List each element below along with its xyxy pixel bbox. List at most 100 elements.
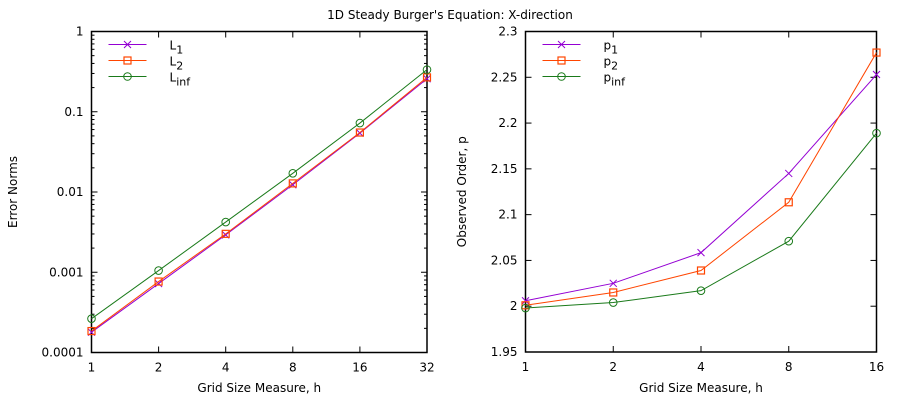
y-tick-label: 2 bbox=[510, 299, 518, 313]
legend-label: p1 bbox=[604, 39, 619, 57]
legend-label-base: L bbox=[170, 71, 177, 85]
x-marker bbox=[697, 248, 705, 257]
y-tick-label: 0.1 bbox=[64, 105, 83, 119]
legend-label-sub: 1 bbox=[176, 44, 183, 57]
figure-title: 1D Steady Burger's Equation: X-direction bbox=[327, 8, 573, 22]
y-axis-label: Error Norms bbox=[6, 156, 20, 228]
x-axis-label: Grid Size Measure, h bbox=[639, 381, 763, 395]
legend-label: L2 bbox=[170, 55, 184, 73]
series-pinf bbox=[521, 128, 881, 313]
x-marker bbox=[609, 279, 618, 288]
square-marker bbox=[123, 56, 132, 65]
legend-label-sub: inf bbox=[611, 76, 626, 89]
y-tick-label: 2.15 bbox=[491, 162, 518, 176]
series-L1 bbox=[87, 74, 431, 337]
y-tick-label: 0.01 bbox=[57, 185, 84, 199]
legend-label: L1 bbox=[170, 39, 184, 57]
square-marker bbox=[872, 48, 881, 57]
series-p1 bbox=[521, 70, 881, 305]
x-tick-label: 16 bbox=[352, 361, 367, 375]
circle-marker bbox=[784, 236, 794, 246]
x-axis-label: Grid Size Measure, h bbox=[197, 381, 321, 395]
x-tick-label: 2 bbox=[609, 360, 617, 374]
circle-marker bbox=[87, 314, 96, 323]
series-Linf bbox=[87, 65, 432, 323]
x-marker bbox=[521, 296, 530, 305]
series-line bbox=[525, 132, 877, 309]
legend-label-base: L bbox=[170, 55, 177, 69]
series-line bbox=[525, 52, 877, 306]
plot-frame bbox=[524, 30, 878, 353]
circle-marker bbox=[422, 65, 432, 74]
circle-marker bbox=[123, 72, 132, 81]
y-tick-label: 0.0001 bbox=[42, 346, 84, 360]
legend-label-base: L bbox=[170, 39, 177, 53]
y-tick-label: 2.05 bbox=[491, 253, 518, 267]
legend-entry: p2 bbox=[542, 55, 619, 73]
x-tick-label: 4 bbox=[222, 361, 230, 375]
circle-marker bbox=[355, 118, 365, 128]
legend-label-sub: 2 bbox=[176, 60, 183, 73]
legend-label: Linf bbox=[170, 71, 192, 89]
y-axis-label: Observed Order, p bbox=[455, 136, 469, 247]
circle-marker bbox=[154, 266, 163, 275]
legend-label-sub: 2 bbox=[611, 60, 618, 73]
x-marker bbox=[872, 70, 881, 79]
error-norms-panel: 1 2 4 8 16 32 0.0001 0.001 0.01 0.1 1 Grid Size Mea… bbox=[6, 25, 435, 396]
legend-entry: L2 bbox=[108, 55, 184, 73]
legend-label: p2 bbox=[604, 55, 619, 73]
circle-marker bbox=[221, 217, 230, 227]
x-tick-label: 32 bbox=[419, 361, 434, 375]
square-marker bbox=[696, 266, 706, 275]
y-tick-label: 2.1 bbox=[498, 208, 517, 222]
legend-label-base: p bbox=[604, 39, 612, 53]
y-tick-label: 2.25 bbox=[491, 70, 518, 84]
legend-entry: L1 bbox=[108, 39, 184, 57]
square-marker bbox=[557, 56, 566, 65]
y-tick-label: 0.001 bbox=[49, 265, 83, 279]
circle-marker bbox=[557, 72, 566, 81]
x-tick-label: 16 bbox=[869, 360, 884, 374]
legend-label-sub: 1 bbox=[611, 44, 618, 57]
y-tick-label: 2.3 bbox=[498, 25, 517, 39]
x-tick-label: 4 bbox=[697, 360, 705, 374]
x-tick-label: 1 bbox=[88, 361, 96, 375]
x-tick-label: 8 bbox=[785, 360, 793, 374]
legend-label-base: p bbox=[604, 71, 612, 85]
x-marker bbox=[123, 40, 132, 49]
x-tick-label: 2 bbox=[155, 361, 163, 375]
legend-label-base: p bbox=[604, 55, 612, 69]
series-line bbox=[91, 78, 428, 333]
x-tick-label: 1 bbox=[522, 360, 530, 374]
square-marker bbox=[288, 179, 297, 188]
circle-marker bbox=[608, 298, 618, 307]
legend-entry: p1 bbox=[542, 39, 619, 57]
y-tick-label: 2.2 bbox=[498, 116, 517, 130]
series-line bbox=[91, 69, 428, 320]
plot-frame bbox=[90, 30, 428, 354]
series-line bbox=[91, 77, 428, 332]
x-marker bbox=[784, 169, 793, 178]
legend-label: pinf bbox=[604, 71, 627, 89]
series-L2 bbox=[87, 73, 432, 336]
circle-marker bbox=[696, 286, 706, 295]
legend-entry: Linf bbox=[108, 71, 192, 89]
square-marker bbox=[784, 198, 793, 207]
y-tick-label: 1.95 bbox=[491, 345, 518, 359]
x-tick-label: 8 bbox=[289, 361, 297, 375]
x-marker bbox=[154, 279, 163, 288]
legend-entry: pinf bbox=[542, 71, 627, 89]
square-marker bbox=[355, 128, 364, 137]
square-marker bbox=[221, 229, 230, 238]
square-marker bbox=[87, 326, 96, 336]
circle-marker bbox=[872, 128, 881, 138]
observed-order-panel: 1 2 4 8 16 1.95 2 2.05 2.1 2.15 2.2 2.25 2.3 Grid Siz… bbox=[455, 25, 884, 396]
legend-label-sub: inf bbox=[176, 76, 191, 89]
square-marker bbox=[154, 277, 163, 286]
x-marker bbox=[557, 40, 566, 49]
circle-marker bbox=[288, 169, 298, 178]
series-p2 bbox=[521, 48, 881, 310]
circle-marker bbox=[521, 303, 530, 313]
y-tick-label: 1 bbox=[76, 25, 84, 39]
